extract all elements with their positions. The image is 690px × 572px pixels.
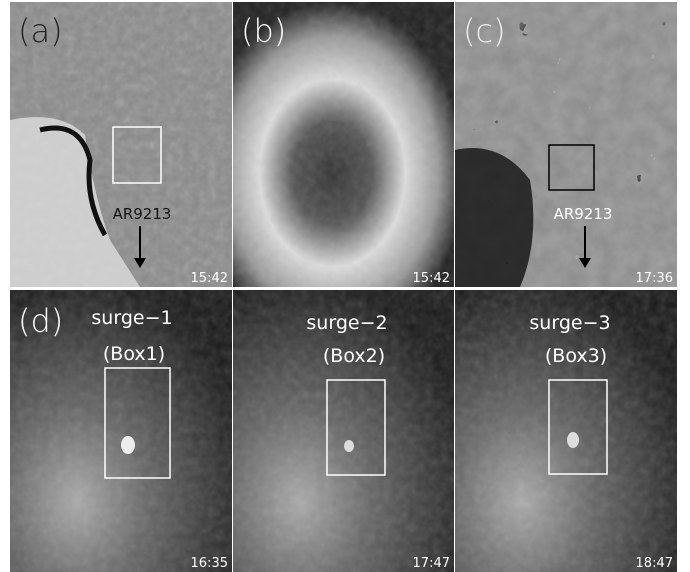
box-label: (Box1) bbox=[103, 343, 165, 365]
panel-a: (a) AR9213 15:42 bbox=[10, 2, 232, 287]
panel-label: (c) bbox=[463, 12, 506, 50]
timestamp: 18:47 bbox=[636, 556, 673, 571]
surge-title: surge−3 bbox=[529, 312, 610, 334]
timestamp: 17:36 bbox=[636, 271, 673, 286]
box-label: (Box2) bbox=[323, 345, 385, 367]
panel-d: (d) surge−1 (Box1) 16:35 surge−2 (Box2) … bbox=[10, 290, 677, 572]
timestamp: 15:42 bbox=[191, 271, 228, 286]
panel-label: (a) bbox=[18, 12, 63, 50]
annotation: AR9213 bbox=[113, 205, 172, 223]
box-label: (Box3) bbox=[545, 345, 607, 367]
figure: (a) AR9213 15:42 (b) 15:42 (c) AR9213 17… bbox=[0, 0, 690, 572]
annotation: AR9213 bbox=[554, 205, 613, 223]
timestamp: 16:35 bbox=[191, 556, 228, 571]
surge-title: surge−1 bbox=[91, 307, 172, 329]
timestamp: 15:42 bbox=[413, 271, 450, 286]
panel-c: (c) AR9213 17:36 bbox=[455, 2, 677, 287]
panel-label: (b) bbox=[241, 12, 286, 50]
timestamp: 17:47 bbox=[413, 556, 450, 571]
panel-b: (b) 15:42 bbox=[233, 2, 454, 287]
panel-label: (d) bbox=[18, 302, 63, 340]
surge-title: surge−2 bbox=[306, 312, 387, 334]
